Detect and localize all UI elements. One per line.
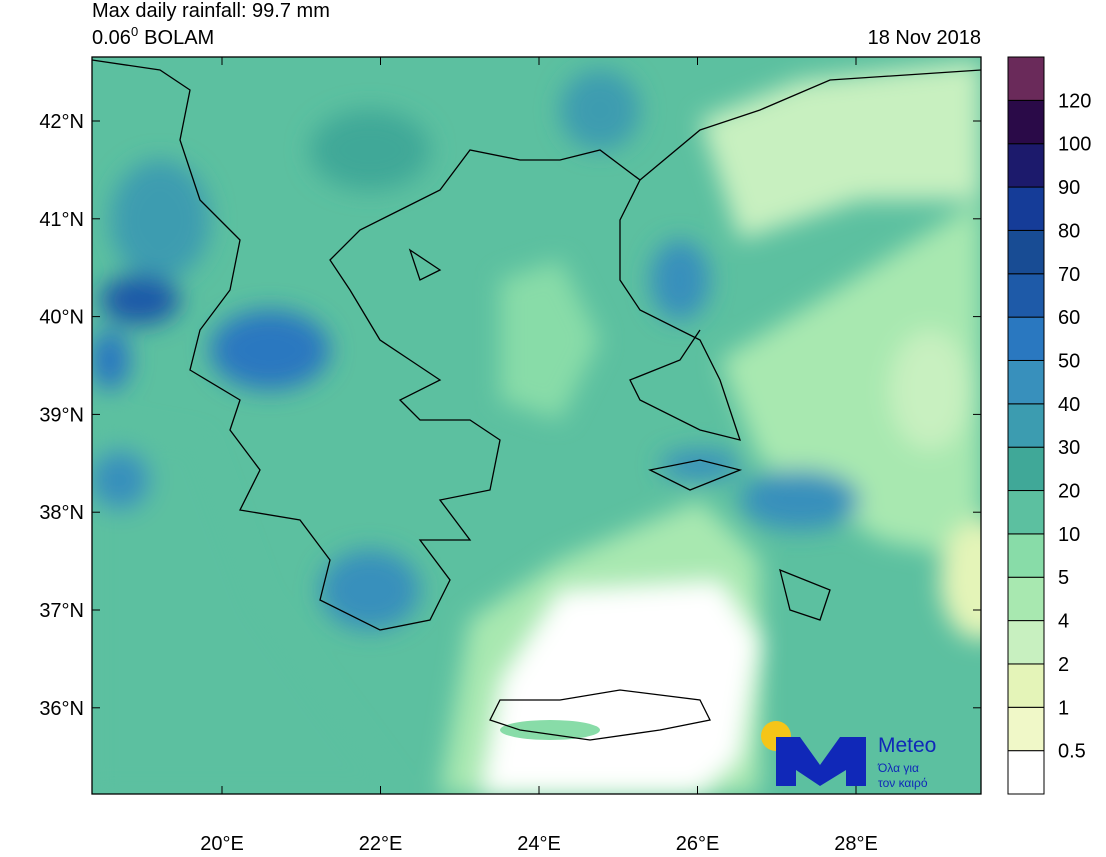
lat-label: 42°N	[39, 111, 84, 133]
colorbar-label: 10	[1058, 524, 1080, 546]
map-field	[92, 57, 981, 794]
colorbar-box	[1007, 56, 1045, 101]
colorbar-label: 20	[1058, 481, 1080, 503]
lon-label: 24°E	[517, 833, 561, 852]
colorbar: 0.5 1 2 4 5 10 20 30 40 50 60 70 80 90 100 120	[1007, 56, 1091, 795]
colorbar-box	[1007, 229, 1045, 275]
logo-mark	[776, 737, 866, 786]
lat-label: 36°N	[39, 698, 84, 720]
colorbar-label: 30	[1058, 437, 1080, 459]
colorbar-box	[1007, 576, 1045, 622]
logo-tagline: τον καιρό	[878, 776, 928, 790]
lat-label: 40°N	[39, 307, 84, 329]
lon-label: 20°E	[200, 833, 244, 852]
colorbar-box	[1007, 620, 1045, 665]
colorbar-box	[1007, 663, 1045, 708]
colorbar-label: 4	[1058, 611, 1069, 633]
title: Max daily rainfall: 99.7 mm	[92, 0, 330, 22]
colorbar-box	[1007, 359, 1045, 405]
colorbar-label: 90	[1058, 177, 1080, 199]
lon-label: 26°E	[676, 833, 720, 852]
logo-name: Meteo	[878, 734, 936, 757]
lat-label: 39°N	[39, 404, 84, 426]
colorbar-box	[1007, 533, 1045, 578]
colorbar-label: 5	[1058, 567, 1069, 589]
lat-label: 37°N	[39, 600, 84, 622]
coastlines	[91, 59, 982, 741]
colorbar-label: 70	[1058, 264, 1080, 286]
colorbar-label: 60	[1058, 307, 1080, 329]
lon-label: 22°E	[359, 833, 403, 852]
colorbar-label: 0.5	[1058, 741, 1086, 763]
logo: Meteo Όλα για τον καιρό	[761, 721, 936, 790]
colorbar-label: 80	[1058, 220, 1080, 242]
colorbar-box	[1007, 403, 1045, 448]
colorbar-label: 50	[1058, 350, 1080, 372]
degree: 0	[131, 24, 138, 39]
colorbar-box	[1007, 490, 1045, 535]
model: BOLAM	[144, 27, 214, 49]
colorbar-box	[1007, 186, 1045, 231]
logo-tagline: Όλα για	[877, 761, 919, 775]
colorbar-label: 120	[1058, 90, 1091, 112]
lat-label: 38°N	[39, 502, 84, 524]
lat-label: 41°N	[39, 209, 84, 231]
date: 18 Nov 2018	[868, 27, 981, 49]
resolution: 0.06	[92, 27, 131, 49]
colorbar-box	[1007, 316, 1045, 361]
colorbar-box	[1007, 446, 1045, 492]
colorbar-label: 2	[1058, 654, 1069, 676]
colorbar-box	[1007, 273, 1045, 318]
colorbar-label: 1	[1058, 697, 1069, 719]
lon-label: 28°E	[834, 833, 878, 852]
colorbar-label: 40	[1058, 394, 1080, 416]
map-frame	[91, 56, 982, 795]
colorbar-box	[1007, 750, 1045, 795]
colorbar-box	[1007, 99, 1045, 145]
colorbar-box	[1007, 706, 1045, 752]
colorbar-label: 100	[1058, 134, 1091, 156]
colorbar-box	[1007, 143, 1045, 188]
model-label: 0.060 BOLAM	[92, 24, 214, 49]
